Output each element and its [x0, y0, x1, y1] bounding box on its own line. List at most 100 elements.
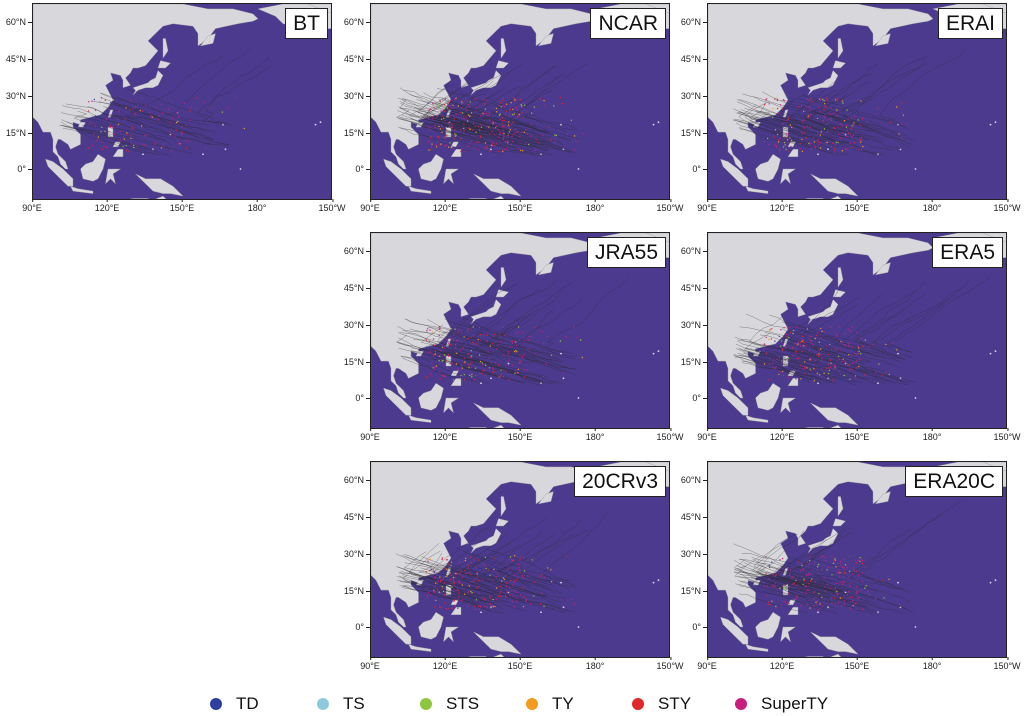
storm-track	[805, 63, 879, 135]
intensity-dot	[516, 351, 518, 353]
intensity-dot	[785, 148, 787, 151]
intensity-dot	[826, 99, 829, 101]
intensity-dot	[453, 590, 455, 592]
lon-tick-label: 150°E	[844, 199, 870, 213]
intensity-dot	[518, 148, 520, 150]
intensity-dot	[503, 148, 506, 150]
storm-track	[511, 534, 573, 590]
intensity-dot	[885, 343, 887, 346]
panel-title: ERA5	[932, 237, 1003, 268]
intensity-dot	[898, 133, 900, 135]
intensity-dot	[798, 569, 800, 571]
storm-track	[494, 291, 563, 359]
storm-track	[742, 352, 856, 386]
intensity-dot	[815, 596, 817, 598]
intensity-dot	[489, 119, 491, 121]
storm-track	[513, 308, 576, 359]
intensity-dot	[772, 584, 774, 586]
intensity-dot	[503, 578, 506, 581]
storm-track	[66, 121, 158, 151]
intensity-dot	[459, 349, 461, 351]
intensity-dot	[850, 608, 852, 610]
intensity-dot	[803, 119, 805, 121]
intensity-dot	[828, 325, 830, 328]
intensity-dot	[802, 567, 804, 570]
intensity-dot	[818, 106, 820, 109]
intensity-dot	[815, 601, 817, 603]
lat-tick-label: 60°N	[343, 16, 371, 27]
intensity-dot	[803, 127, 805, 129]
legend-label: STY	[658, 694, 692, 713]
intensity-dot	[489, 595, 491, 597]
intensity-dot	[108, 138, 111, 140]
intensity-dot	[804, 361, 806, 363]
intensity-dot	[823, 128, 826, 130]
intensity-dot	[806, 98, 808, 101]
intensity-dot	[765, 352, 768, 355]
intensity-dot	[484, 113, 486, 115]
intensity-dot	[835, 566, 837, 568]
intensity-dot	[437, 580, 439, 582]
intensity-dot	[874, 371, 877, 373]
intensity-dot	[788, 586, 790, 588]
intensity-dot	[795, 605, 797, 607]
intensity-dot	[784, 144, 786, 146]
storm-track	[399, 333, 496, 361]
intensity-dot	[521, 105, 523, 107]
intensity-dot	[842, 559, 844, 561]
intensity-dot	[839, 362, 841, 364]
intensity-dot	[116, 118, 119, 120]
lat-tick-label: 30°N	[680, 90, 708, 101]
storm-track	[735, 343, 840, 377]
intensity-dot	[799, 593, 801, 595]
intensity-dot	[525, 142, 527, 144]
storm-track	[789, 124, 883, 156]
intensity-dot	[157, 119, 160, 121]
intensity-dot	[519, 135, 521, 137]
intensity-dot	[492, 120, 494, 123]
intensity-dot	[852, 599, 854, 602]
intensity-dot	[464, 569, 466, 572]
intensity-dot	[830, 326, 833, 328]
intensity-dot	[805, 592, 808, 594]
intensity-dot	[543, 605, 545, 607]
intensity-dot	[579, 339, 582, 341]
intensity-dot	[841, 100, 844, 102]
legend-item-ts: TS	[317, 692, 365, 716]
storm-track	[400, 355, 489, 384]
intensity-dot	[493, 586, 495, 589]
lat-tick-label: 60°N	[680, 16, 708, 27]
intensity-dot	[157, 126, 159, 128]
intensity-dot	[512, 108, 514, 111]
intensity-dot	[139, 132, 141, 134]
storm-track	[774, 547, 842, 592]
intensity-dot	[479, 115, 482, 117]
intensity-dot	[460, 570, 462, 572]
intensity-dot	[842, 566, 844, 568]
storm-track	[112, 114, 200, 139]
intensity-dot	[898, 603, 900, 605]
intensity-dot	[771, 144, 774, 147]
island	[562, 377, 565, 380]
intensity-dot	[826, 141, 828, 144]
intensity-dot	[430, 594, 432, 596]
storm-track	[61, 119, 139, 141]
intensity-dot	[479, 128, 481, 131]
intensity-dot	[824, 360, 826, 362]
intensity-dot	[823, 115, 825, 118]
intensity-dot	[448, 146, 450, 148]
intensity-dot	[836, 591, 838, 593]
intensity-dot	[430, 117, 432, 119]
storm-track	[62, 128, 148, 154]
intensity-dot	[500, 101, 502, 104]
storm-track	[737, 340, 840, 374]
storm-track	[733, 120, 816, 147]
intensity-dot	[846, 129, 849, 131]
storm-track	[495, 317, 559, 362]
storm-track	[873, 288, 961, 353]
intensity-dot	[492, 141, 494, 143]
intensity-dot	[452, 148, 454, 150]
intensity-dot	[824, 556, 826, 559]
intensity-dot	[499, 592, 501, 594]
storm-track	[463, 85, 522, 137]
